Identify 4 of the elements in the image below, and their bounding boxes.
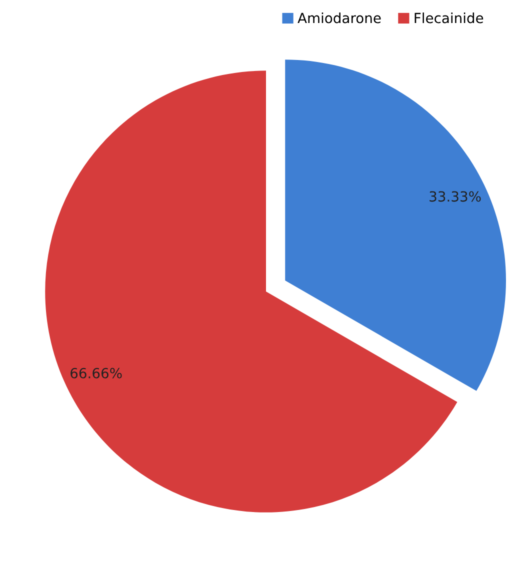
data-label: 66.66% [70,368,122,378]
legend-label: Amiodarone [298,12,381,24]
legend-label: Flecainide [414,12,484,24]
data-label: 33.33% [430,191,481,202]
